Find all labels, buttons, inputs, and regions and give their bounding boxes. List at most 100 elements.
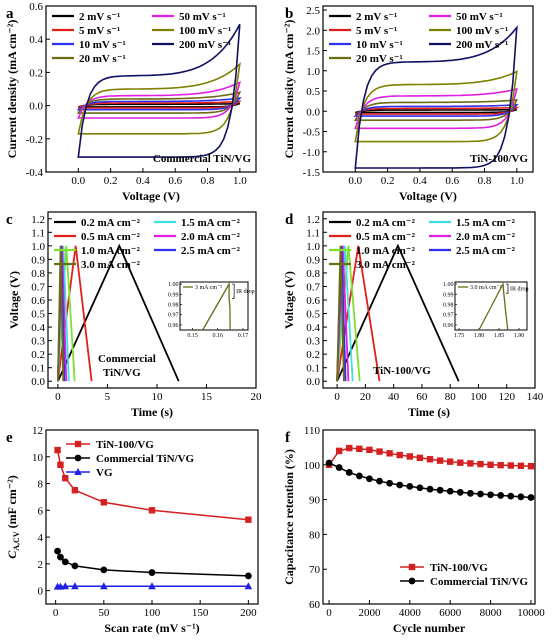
- inset-plot: 0.15 0.16 0.17 0.96 0.97 0.98 0.99 1.00 3 mA cm⁻…: [168, 281, 255, 339]
- data-point: [148, 507, 156, 514]
- x-tick-label: 20: [251, 391, 263, 403]
- legend-label: 1.5 mA cm⁻²: [456, 217, 516, 229]
- y-tick-label: 1.0: [31, 241, 45, 253]
- x-tick-label: 80: [445, 391, 457, 403]
- data-point: [61, 582, 70, 590]
- legend-label: 3.0 mA cm⁻²: [81, 259, 141, 271]
- data-point: [396, 451, 403, 459]
- panel-a: a 0.0 0.2 0.4 0.6 0.8 1.0 -0.4 -0.2 0.0 0.2 0.4 0.6 V…: [5, 1, 257, 203]
- data-point: [487, 491, 494, 499]
- inset-legend-label: 3 mA cm⁻²: [195, 285, 222, 291]
- y-axis-label: Voltage (V): [282, 271, 296, 329]
- legend-label: 5 mV s⁻¹: [356, 25, 397, 37]
- legend-label: 1.5 mA cm⁻²: [181, 217, 241, 229]
- panel-annotation: TiN-100/VG: [373, 365, 431, 377]
- x-tick-label: 1.0: [233, 175, 247, 187]
- panel-c: c0 5 10 15 200.00.10.20.30.40.50.60.70.80.91…: [6, 211, 263, 419]
- x-tick-label: 60: [416, 391, 428, 403]
- data-point: [376, 477, 383, 485]
- data-point: [507, 462, 514, 469]
- legend-label: Commercial TiN/VG: [96, 453, 195, 465]
- y-tick-label: 0.4: [31, 322, 45, 334]
- data-point: [345, 469, 353, 476]
- y-axis-label: Current density (mA cm⁻²): [282, 20, 296, 159]
- inset-y-tick-label: 0.96: [168, 323, 179, 329]
- data-point: [467, 460, 474, 467]
- y-tick-label: 0.7: [31, 281, 45, 293]
- inset-x-tick-label: 1.80: [474, 333, 485, 339]
- y-tick-label: 0.3: [31, 336, 45, 348]
- legend-label: 1.0 mA cm⁻²: [356, 245, 416, 257]
- x-tick-label: 0.6: [168, 175, 182, 187]
- ir-drop-label: IR drop: [510, 287, 529, 293]
- y-tick-label: 0.4: [306, 322, 320, 334]
- inset-x-tick-label: 0.16: [213, 333, 224, 339]
- y-tick-label: 0.0: [31, 376, 45, 388]
- data-point: [386, 450, 393, 457]
- data-point: [386, 479, 394, 487]
- panel-annotation: TiN-100/VG: [470, 153, 528, 165]
- cv-curve: [354, 70, 518, 143]
- data-point: [335, 464, 343, 471]
- inset-y-tick-label: 0.99: [168, 292, 179, 298]
- legend-label: 2.5 mA cm⁻²: [181, 245, 241, 257]
- data-point: [416, 454, 424, 462]
- cv-curve: [354, 25, 518, 169]
- data-point: [74, 468, 82, 475]
- data-point: [426, 485, 434, 493]
- cv-curve: [353, 98, 519, 121]
- data-point: [366, 475, 373, 483]
- data-point: [148, 582, 156, 590]
- inset-y-tick-label: 0.99: [443, 292, 454, 298]
- panel-annotation: Commercial: [98, 353, 156, 365]
- x-axis-label: Scan rate (mV s⁻¹): [104, 621, 199, 635]
- y-tick-label: 0.6: [306, 295, 320, 307]
- legend-label: 0.5 mA cm⁻²: [81, 231, 141, 243]
- data-point: [457, 459, 464, 466]
- y-tick-label: 0.5: [306, 86, 320, 98]
- y-tick-label: 1.2: [306, 214, 320, 226]
- y-tick-label: -0.4: [26, 167, 44, 179]
- data-point: [244, 572, 252, 580]
- y-tick-label: 0.5: [306, 309, 320, 321]
- inset-y-tick-label: 0.98: [168, 302, 179, 308]
- y-tick-label: 0.5: [31, 309, 45, 321]
- x-tick-label: 0.4: [413, 175, 427, 187]
- data-point: [71, 487, 79, 494]
- y-tick-label: -0.2: [26, 134, 43, 146]
- x-axis-label: Voltage (V): [399, 189, 457, 203]
- gcd-curve: [336, 243, 460, 382]
- y-tick-label: 0.0: [306, 376, 320, 388]
- legend-label: 20 mV s⁻¹: [356, 53, 403, 65]
- x-tick-label: 0.8: [201, 175, 215, 187]
- ir-drop-bracket: [506, 283, 509, 294]
- data-point: [71, 582, 79, 590]
- inset-y-tick-label: 0.97: [168, 313, 179, 319]
- panel-letter: e: [6, 430, 13, 446]
- data-point: [517, 493, 525, 501]
- inset-y-tick-label: 1.00: [443, 282, 454, 288]
- data-point: [408, 577, 416, 585]
- data-point: [366, 446, 373, 454]
- inset-x-tick-label: 1.85: [494, 333, 505, 339]
- y-tick-label: 2: [38, 559, 44, 571]
- y-tick-label: 0.0: [29, 101, 43, 113]
- x-tick-label: 140: [527, 391, 544, 403]
- data-point: [406, 453, 414, 460]
- data-point: [376, 448, 383, 455]
- y-tick-label: 1.5: [306, 46, 320, 58]
- y-tick-label: 2.5: [306, 5, 320, 17]
- x-tick-label: 50: [98, 607, 110, 619]
- y-axis-label: Capacitance retention (%): [282, 449, 296, 585]
- cv-curve: [76, 91, 242, 114]
- y-tick-label: 90: [309, 495, 321, 507]
- legend-label: 0.5 mA cm⁻²: [356, 231, 416, 243]
- panel-letter: c: [6, 212, 13, 228]
- legend-label: 100 mV s⁻¹: [179, 25, 231, 37]
- x-tick-label: 0: [55, 391, 61, 403]
- legend-label: 0.2 mA cm⁻²: [356, 217, 416, 229]
- cv-curve: [78, 102, 241, 108]
- cv-curve: [77, 99, 241, 109]
- data-point: [100, 566, 108, 574]
